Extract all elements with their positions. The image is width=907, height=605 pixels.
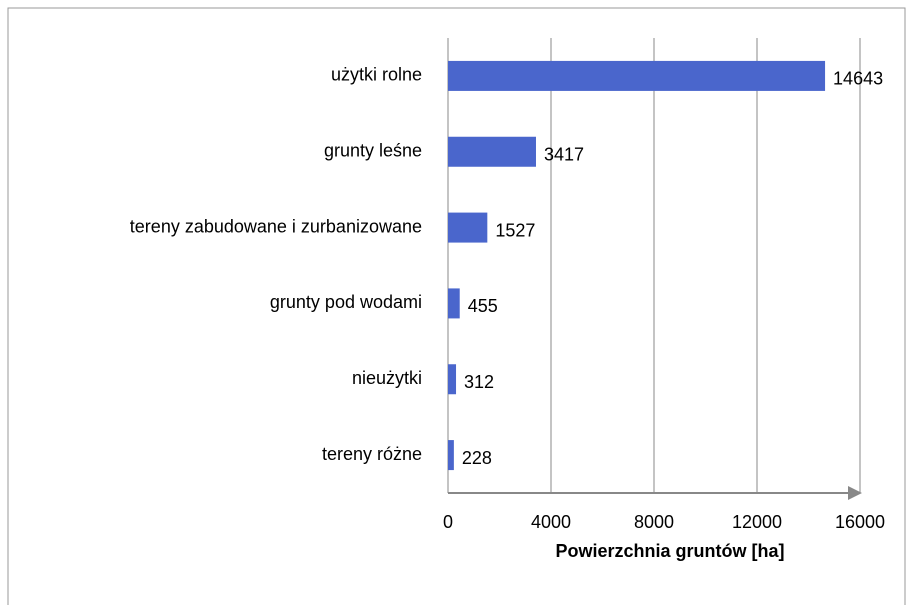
value-label: 3417 (544, 145, 584, 165)
y-tick-label: tereny różne (322, 444, 422, 464)
value-label: 312 (464, 372, 494, 392)
value-label: 14643 (833, 69, 883, 89)
value-label: 228 (462, 448, 492, 468)
bar (448, 136, 536, 167)
bar (448, 212, 488, 243)
bar (448, 364, 457, 395)
bar (448, 60, 826, 91)
y-tick-label: nieużytki (352, 368, 422, 388)
value-label: 455 (468, 296, 498, 316)
x-tick-label: 8000 (634, 512, 674, 532)
axis-arrow (848, 486, 862, 500)
bar (448, 440, 454, 471)
frame (7, 7, 906, 605)
x-tick-label: 16000 (835, 512, 885, 532)
x-tick-label: 4000 (531, 512, 571, 532)
x-tick-label: 0 (443, 512, 453, 532)
y-tick-label: użytki rolne (331, 65, 422, 85)
bar (448, 288, 460, 319)
x-axis-title: Powierzchnia gruntów [ha] (555, 541, 784, 561)
y-tick-label: tereny zabudowane i zurbanizowane (130, 216, 422, 236)
x-tick-label: 12000 (732, 512, 782, 532)
value-label: 1527 (495, 220, 535, 240)
y-tick-label: grunty pod wodami (270, 292, 422, 312)
y-tick-label: grunty leśne (324, 141, 422, 161)
